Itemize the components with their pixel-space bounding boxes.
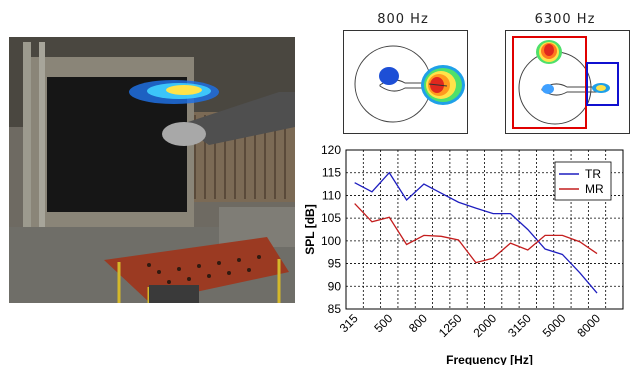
series-line-tr — [354, 171, 598, 294]
x-tick-label: 500 — [371, 311, 395, 335]
y-tick-label: 100 — [321, 234, 341, 248]
x-tick-label: 8000 — [574, 311, 603, 340]
source-map-6300hz — [505, 30, 630, 134]
y-axis-title: SPL [dB] — [303, 204, 317, 254]
map-title-800hz: 800 Hz — [377, 12, 429, 27]
x-tick-label: 5000 — [540, 311, 569, 340]
wind-tunnel-photo — [9, 37, 295, 303]
legend-label-mr: MR — [585, 182, 604, 196]
x-axis-title: Frequency [Hz] — [446, 353, 533, 365]
legend-label-tr: TR — [585, 167, 601, 181]
y-tick-label: 85 — [328, 302, 342, 316]
series-line-mr — [354, 203, 598, 264]
y-tick-label: 105 — [321, 211, 341, 225]
x-tick-label: 800 — [406, 311, 430, 335]
y-tick-label: 110 — [322, 188, 341, 202]
x-tick-label: 1250 — [436, 311, 465, 340]
y-tick-label: 120 — [321, 143, 341, 157]
map-title-6300hz: 6300 Hz — [534, 12, 596, 27]
spl-spectrum-chart: 85 90 95 100 105 110 115 120 315 500 800 1250 2000 31… — [297, 138, 637, 367]
y-tick-label: 90 — [328, 279, 342, 293]
x-tick-label: 2000 — [470, 311, 499, 340]
y-tick-label: 95 — [328, 257, 342, 271]
plot-frame — [345, 149, 624, 310]
x-tick-label: 3150 — [505, 311, 534, 340]
legend-box — [554, 161, 612, 201]
source-map-800hz — [343, 30, 468, 134]
y-tick-label: 115 — [322, 166, 341, 180]
